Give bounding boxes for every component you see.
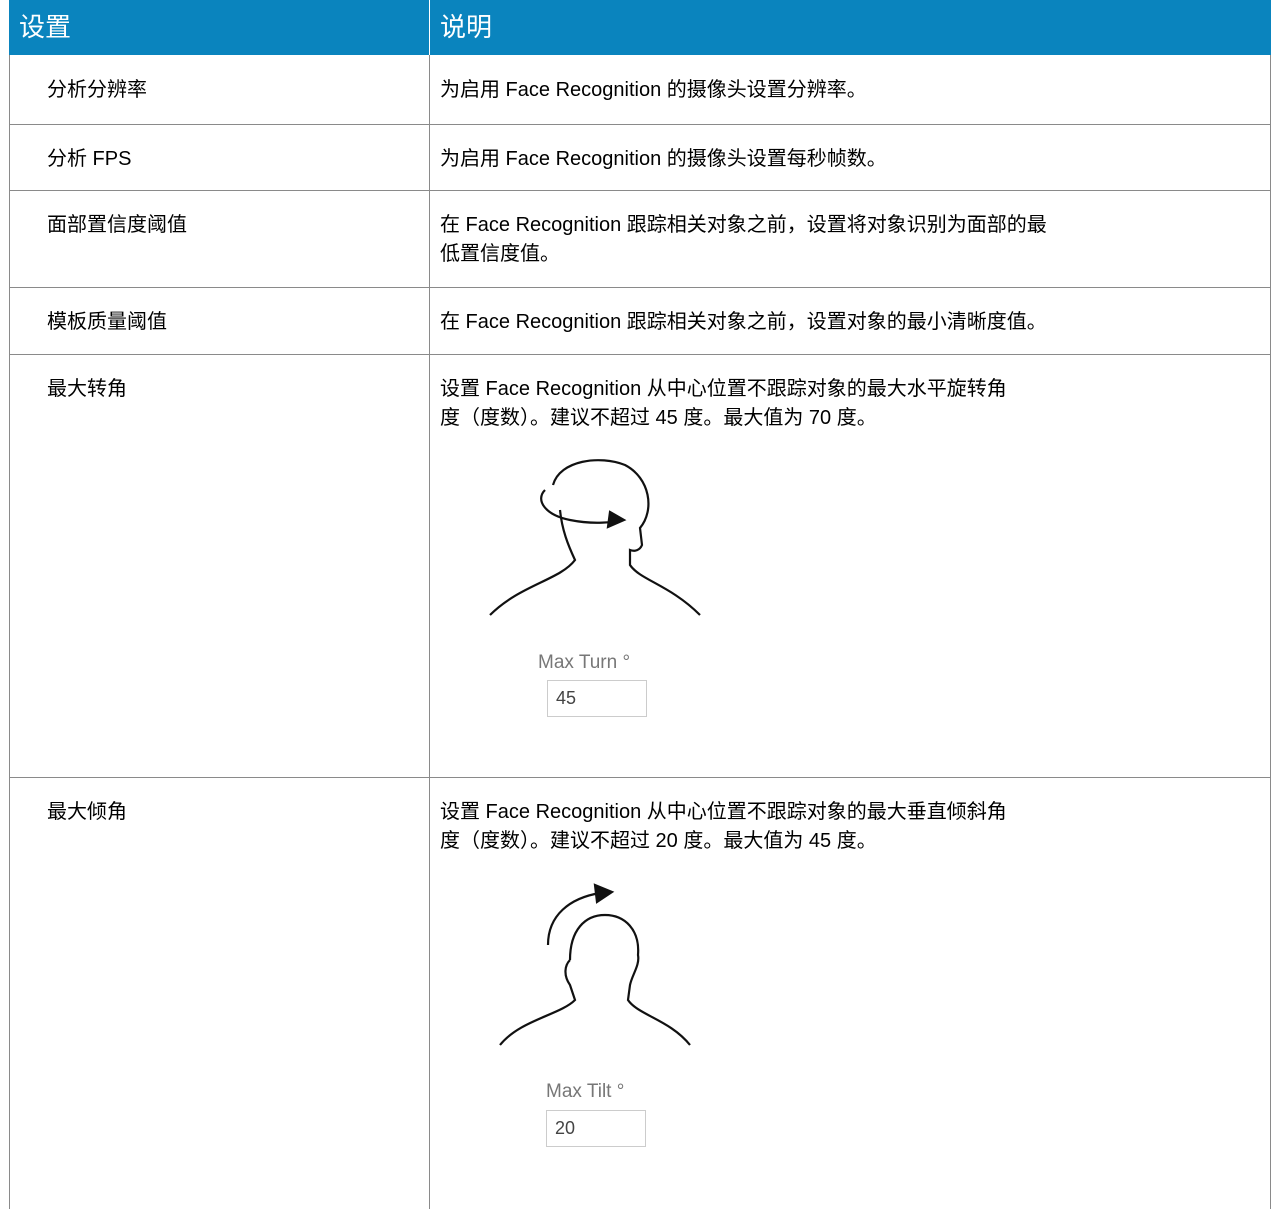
setting-cell: 最大转角 [47,378,127,400]
description-line: 在 Face Recognition 跟踪相关对象之前，设置将对象识别为面部的最 [440,214,1047,236]
header-cell: 设置 [9,0,429,55]
row-border [9,190,1271,191]
row-border [9,124,1271,125]
border [1270,55,1271,1209]
description-line: 设置 Face Recognition 从中心位置不跟踪对象的最大垂直倾斜角 [440,801,1007,823]
field-input: 20 [546,1110,646,1147]
row-border [9,777,1271,778]
setting-cell: 分析分辨率 [47,79,147,101]
setting-cell: 最大倾角 [47,801,127,823]
border [9,55,10,1209]
description-line: 度（度数）。建议不超过 20 度。最大值为 45 度。 [440,830,877,852]
field-input: 45 [547,680,647,717]
setting-cell: 模板质量阈值 [47,311,167,333]
description-line: 设置 Face Recognition 从中心位置不跟踪对象的最大水平旋转角 [440,378,1007,400]
border [429,55,430,1209]
description-line: 在 Face Recognition 跟踪相关对象之前，设置对象的最小清晰度值。 [440,311,1047,333]
field-label: Max Tilt ° [546,1081,625,1102]
row-border [9,354,1271,355]
description-line: 为启用 Face Recognition 的摄像头设置每秒帧数。 [440,148,887,170]
description-line: 度（度数）。建议不超过 45 度。最大值为 70 度。 [440,407,877,429]
description-line: 低置信度值。 [440,243,560,265]
field-label: Max Turn ° [538,652,631,673]
description-line: 为启用 Face Recognition 的摄像头设置分辨率。 [440,79,867,101]
header-cell: 说明 [430,0,1271,55]
row-border [9,287,1271,288]
setting-cell: 分析 FPS [47,148,132,170]
setting-cell: 面部置信度阈值 [47,214,187,236]
